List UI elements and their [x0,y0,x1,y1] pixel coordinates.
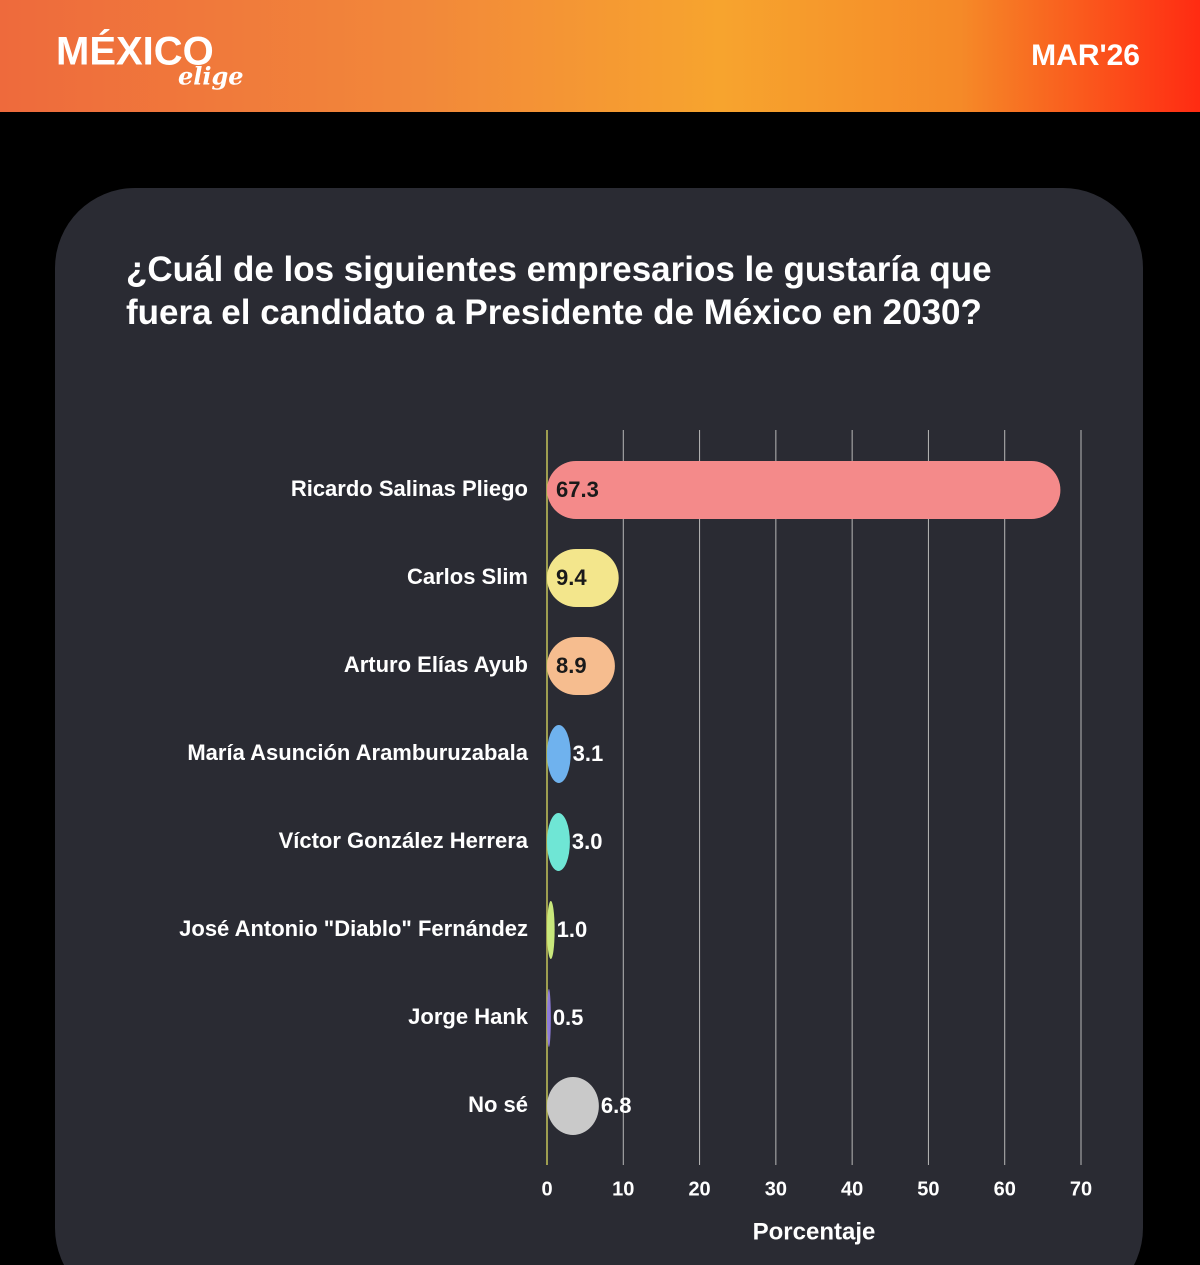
value-label: 3.1 [573,741,604,766]
value-label: 8.9 [556,653,587,678]
bar [547,637,615,695]
value-label: 6.8 [601,1093,632,1118]
bar [547,901,555,959]
x-tick-label: 50 [917,1178,939,1200]
header [0,0,1200,112]
x-tick-label: 30 [765,1178,787,1200]
x-tick-label: 70 [1070,1178,1092,1200]
x-tick-label: 0 [541,1178,552,1200]
value-label: 67.3 [556,477,599,502]
category-label: Ricardo Salinas Pliego [291,476,528,501]
category-label: María Asunción Aramburuzabala [187,740,528,765]
value-label: 9.4 [556,565,587,590]
category-label: Carlos Slim [407,564,528,589]
category-label: Jorge Hank [408,1004,529,1029]
date: MAR'26 [1031,39,1140,72]
logo-script: elige [178,62,244,91]
bar [547,813,570,871]
category-label: No sé [468,1092,528,1117]
x-tick-label: 10 [612,1178,634,1200]
category-label: Víctor González Herrera [279,828,529,853]
x-tick-label: 60 [994,1178,1016,1200]
value-label: 3.0 [572,829,603,854]
bar [547,1077,599,1135]
bar [547,989,551,1047]
x-tick-label: 40 [841,1178,863,1200]
chart-card [55,188,1143,1265]
x-tick-label: 20 [688,1178,710,1200]
value-label: 1.0 [557,917,588,942]
category-label: José Antonio "Diablo" Fernández [179,916,528,941]
category-label: Arturo Elías Ayub [344,652,528,677]
logo: MÉXICO [56,29,214,74]
x-axis-label: Porcentaje [753,1218,876,1245]
chart-title: ¿Cuál de los siguientes empresarios le g… [126,250,992,332]
bar [547,549,619,607]
value-label: 0.5 [553,1005,584,1030]
bar [547,461,1061,519]
bar [547,725,571,783]
